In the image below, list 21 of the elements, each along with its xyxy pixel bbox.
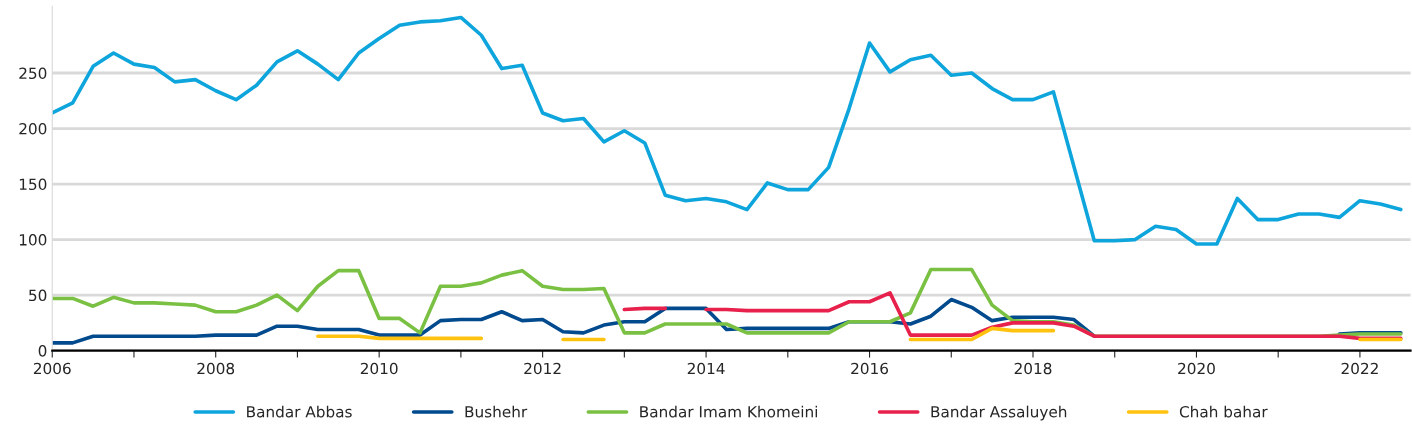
x-tick-label: 2012 xyxy=(524,362,561,375)
x-tick-label: 2010 xyxy=(360,362,398,375)
legend-label: Bandar Imam Khomeini xyxy=(640,405,818,418)
legend-label: Chah bahar xyxy=(1179,405,1268,418)
y-tick-label: 200 xyxy=(19,122,47,135)
line-series xyxy=(52,15,1403,246)
x-tick-label: 2014 xyxy=(687,362,725,375)
x-tick-label: 2008 xyxy=(197,362,235,375)
x-tick-label: 2020 xyxy=(1178,362,1215,375)
y-tick-label: 150 xyxy=(19,178,47,191)
x-tick-label: 2018 xyxy=(1014,362,1052,375)
x-tick-label: 2006 xyxy=(33,362,71,375)
x-tick-label: 2022 xyxy=(1341,362,1378,375)
y-tick-label: 250 xyxy=(19,67,47,80)
legend-label: Bushehr xyxy=(465,405,528,418)
y-tick-label: 50 xyxy=(29,289,47,302)
legend-label: Bandar Assaluyeh xyxy=(931,405,1067,421)
y-tick-label: 0 xyxy=(38,345,47,357)
y-tick-label: 100 xyxy=(19,234,47,246)
legend-label: Bandar Abbas xyxy=(247,405,352,418)
x-tick-label: 2016 xyxy=(851,362,889,375)
